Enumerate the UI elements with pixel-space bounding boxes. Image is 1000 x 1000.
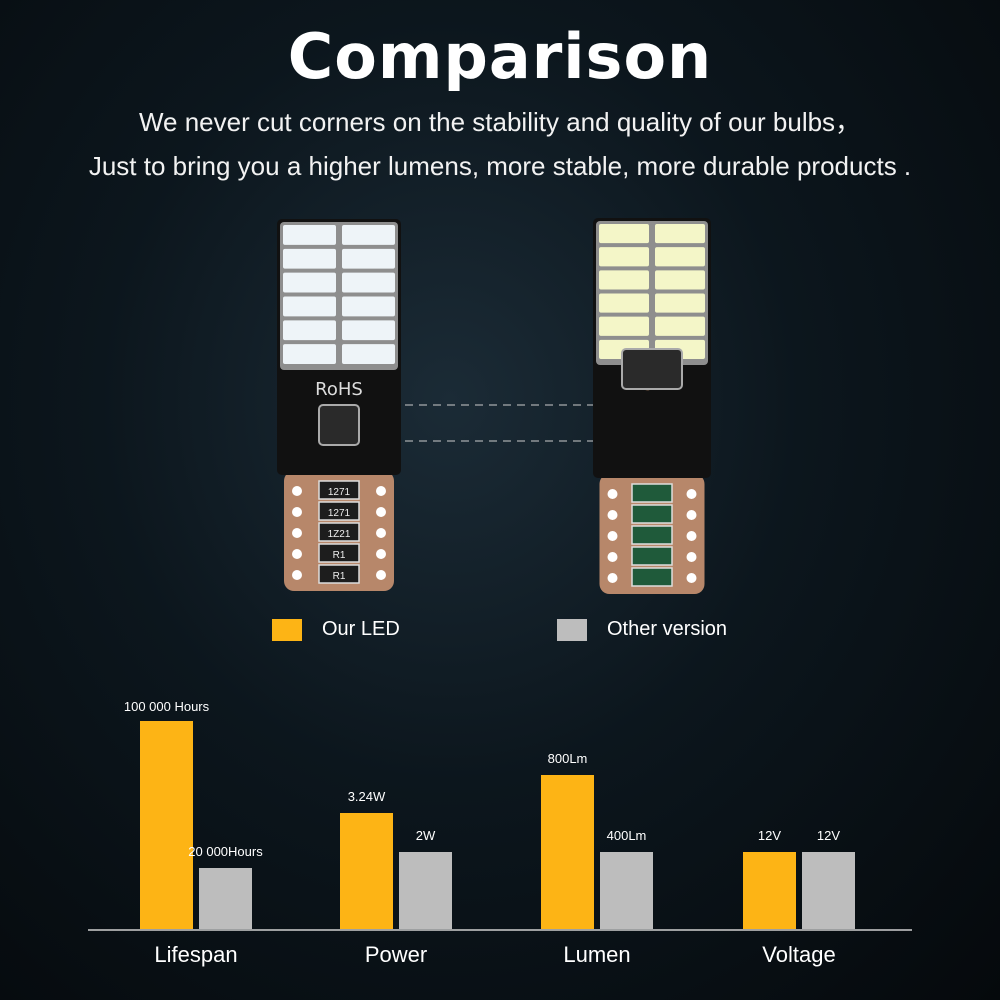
led-chip bbox=[655, 247, 705, 267]
led-chip bbox=[342, 320, 395, 341]
ic-chip bbox=[621, 348, 683, 390]
led-chip bbox=[342, 248, 395, 269]
resistor bbox=[318, 543, 360, 563]
resistor-label: R1 bbox=[333, 550, 346, 561]
led-chip bbox=[599, 224, 649, 244]
pin-hole bbox=[376, 570, 386, 580]
resistor bbox=[318, 480, 360, 500]
led-chip bbox=[655, 316, 705, 336]
legend-item-our-led: Our LED bbox=[272, 618, 400, 641]
category-label: Lifespan bbox=[154, 942, 237, 967]
legend-swatch-our-led bbox=[272, 618, 302, 641]
pin-hole bbox=[292, 486, 302, 496]
led-chip bbox=[283, 344, 336, 364]
pin-hole bbox=[686, 552, 697, 562]
resistor-label: 1271 bbox=[328, 508, 351, 519]
category-label: Voltage bbox=[762, 942, 835, 967]
bar-lifespan-other bbox=[199, 868, 252, 929]
pin-hole bbox=[607, 552, 618, 562]
bar-lumen-other bbox=[600, 852, 653, 929]
page-title: Comparison bbox=[287, 20, 713, 93]
led-chip bbox=[655, 224, 705, 244]
bar-power-ours bbox=[340, 813, 393, 929]
led-chip bbox=[283, 320, 336, 341]
certification-mark: RoHS bbox=[315, 379, 363, 400]
legend-swatch-other-version bbox=[557, 618, 587, 641]
bar-power-other bbox=[399, 852, 452, 929]
ic-chip bbox=[318, 404, 360, 446]
resistor bbox=[631, 504, 673, 524]
pin-hole bbox=[376, 528, 386, 538]
subtitle-line-1: We never cut corners on the stability an… bbox=[138, 107, 862, 137]
pin-hole bbox=[292, 507, 302, 517]
pin-hole bbox=[607, 510, 618, 520]
legend-item-other-version: Other version bbox=[557, 618, 727, 641]
pin-hole bbox=[686, 573, 697, 583]
pin-hole bbox=[607, 531, 618, 541]
pin-hole bbox=[607, 489, 618, 499]
bar-lumen-ours bbox=[541, 775, 594, 929]
pin-hole bbox=[686, 510, 697, 520]
bar-voltage-ours bbox=[743, 852, 796, 929]
legend-label: Our LED bbox=[322, 618, 400, 640]
led-chip bbox=[283, 248, 336, 269]
data-label: 20 000Hours bbox=[188, 844, 263, 859]
data-label: 3.24W bbox=[348, 789, 386, 804]
resistor bbox=[631, 546, 673, 566]
resistor bbox=[318, 522, 360, 542]
data-label: 2W bbox=[416, 828, 436, 843]
pin-hole bbox=[376, 486, 386, 496]
category-label: Lumen bbox=[563, 942, 630, 967]
led-chip bbox=[342, 344, 395, 364]
led-chip bbox=[655, 293, 705, 313]
bulb: RoHS 1271 1271 1Z21 R1 R1 bbox=[277, 219, 401, 591]
data-label: 12V bbox=[817, 828, 840, 843]
resistor-label: R1 bbox=[333, 571, 346, 582]
data-label: 100 000 Hours bbox=[124, 699, 210, 714]
bar-lifespan-ours bbox=[140, 721, 193, 929]
led-chip bbox=[283, 272, 336, 293]
data-label: 400Lm bbox=[607, 828, 647, 843]
resistor bbox=[631, 525, 673, 545]
legend-label: Other version bbox=[607, 618, 728, 640]
category-label: Power bbox=[365, 942, 427, 967]
led-chip bbox=[342, 296, 395, 317]
led-chip bbox=[655, 270, 705, 290]
led-chip bbox=[599, 316, 649, 336]
bar-voltage-other bbox=[802, 852, 855, 929]
data-label: 800Lm bbox=[548, 751, 588, 766]
led-chip bbox=[283, 296, 336, 317]
bulb: CE bbox=[593, 218, 711, 594]
led-chip bbox=[599, 247, 649, 267]
pin-hole bbox=[607, 573, 618, 583]
resistor bbox=[318, 564, 360, 584]
pin-hole bbox=[376, 549, 386, 559]
pin-hole bbox=[376, 507, 386, 517]
subtitle-line-2: Just to bring you a higher lumens, more … bbox=[88, 151, 912, 181]
led-chip bbox=[599, 293, 649, 313]
pin-hole bbox=[292, 528, 302, 538]
pin-hole bbox=[292, 549, 302, 559]
led-chip bbox=[599, 270, 649, 290]
pin-hole bbox=[686, 531, 697, 541]
resistor bbox=[318, 501, 360, 521]
resistor bbox=[631, 483, 673, 503]
led-chip bbox=[342, 272, 395, 293]
led-chip bbox=[283, 225, 336, 245]
pin-hole bbox=[292, 570, 302, 580]
led-chip bbox=[342, 225, 395, 245]
pin-hole bbox=[686, 489, 697, 499]
resistor bbox=[631, 567, 673, 587]
resistor-label: 1Z21 bbox=[328, 529, 351, 540]
data-label: 12V bbox=[758, 828, 781, 843]
resistor-label: 1271 bbox=[328, 487, 351, 498]
